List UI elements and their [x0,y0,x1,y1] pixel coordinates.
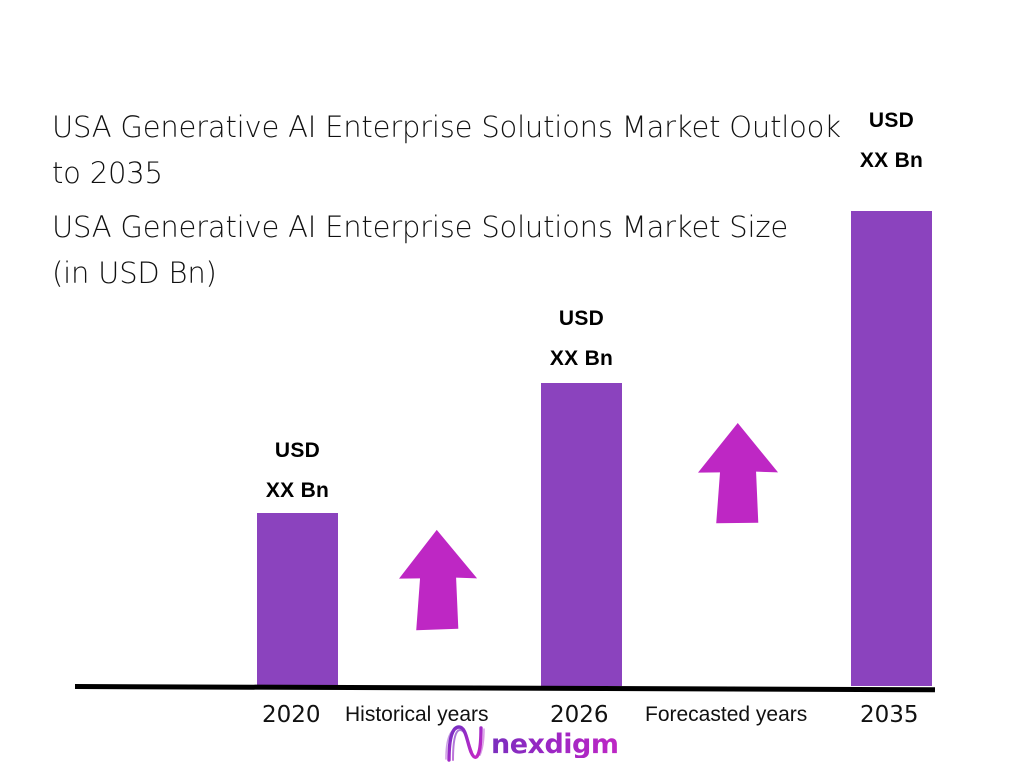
bar-value-label-2035: USD XX Bn [826,101,957,181]
bar-2026[interactable] [541,383,622,686]
x-axis-tick-2020: 2020 [262,702,321,728]
value-label-amount: XX Bn [549,347,614,370]
value-label-currency: USD [558,307,605,330]
value-label-currency: USD [274,439,321,462]
growth-arrow-up-icon [399,529,478,631]
bar-value-label-2026: USD XX Bn [516,299,647,379]
brand-logo: nexdigm [443,724,619,764]
bar-2035[interactable] [851,211,932,686]
value-label-amount: XX Bn [859,149,924,172]
value-label-currency: USD [868,109,915,132]
x-axis-line [74,684,936,693]
wave-n-logo-icon [445,725,485,762]
period-label-historical: Historical years [345,703,489,726]
x-axis-tick-2035: 2035 [860,702,919,728]
value-label-amount: XX Bn [265,479,330,502]
bar-2020[interactable] [257,513,338,686]
growth-arrow-up-icon [697,422,779,524]
bar-value-label-2020: USD XX Bn [232,431,363,511]
chart-subtitle: USA Generative AI Enterprise Solutions M… [52,210,789,290]
chart-title: USA Generative AI Enterprise Solutions M… [52,110,841,190]
period-label-forecasted: Forecasted years [645,703,808,726]
x-axis-tick-2026: 2026 [550,702,609,728]
brand-name: nexdigm [491,728,619,760]
